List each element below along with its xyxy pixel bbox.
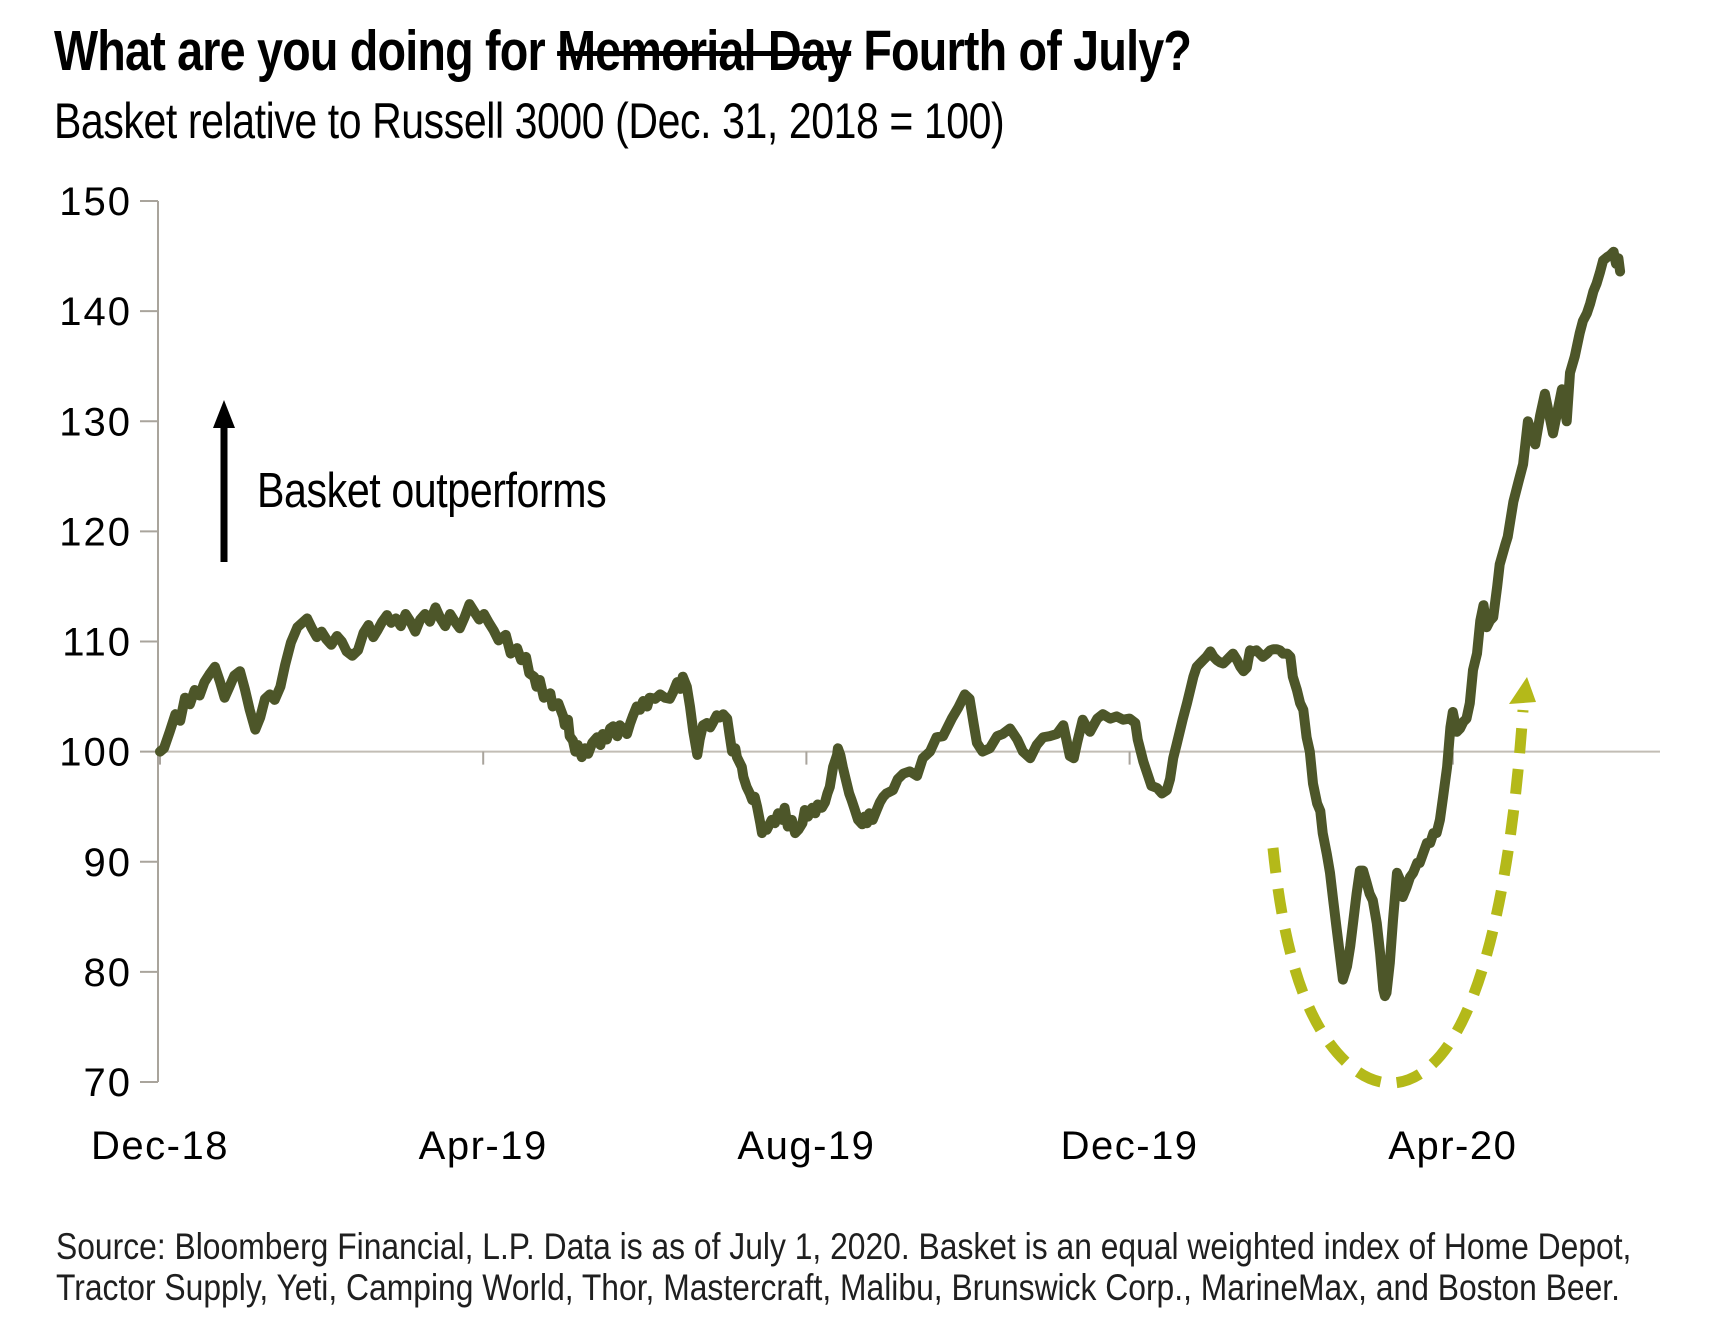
y-tick-label: 110 bbox=[62, 621, 132, 665]
x-tick-label: Dec-18 bbox=[91, 1124, 229, 1168]
annotation-basket-outperforms: Basket outperforms bbox=[257, 464, 607, 518]
basket-series-line bbox=[155, 246, 1626, 1002]
x-tick-label: Apr-19 bbox=[419, 1124, 548, 1168]
y-tick-label: 150 bbox=[59, 180, 132, 224]
title-struck-memorial-day: Memorial Day bbox=[557, 19, 852, 83]
source-line-1: Source: Bloomberg Financial, L.P. Data i… bbox=[56, 1226, 1632, 1267]
outperform-up-arrowhead-icon bbox=[213, 400, 235, 428]
y-tick-label: 140 bbox=[59, 290, 132, 334]
chart-subtitle: Basket relative to Russell 3000 (Dec. 31… bbox=[54, 93, 1005, 149]
x-tick-label: Aug-19 bbox=[737, 1124, 875, 1168]
x-tick-label: Dec-19 bbox=[1061, 1124, 1199, 1168]
x-tick-label: Apr-20 bbox=[1388, 1124, 1517, 1168]
y-tick-label: 90 bbox=[84, 841, 133, 885]
recovery-swoosh-arrow bbox=[1267, 709, 1529, 1089]
source-note: Source: Bloomberg Financial, L.P. Data i… bbox=[56, 1226, 1631, 1308]
y-tick-label: 100 bbox=[59, 731, 132, 775]
source-line-2: Tractor Supply, Yeti, Camping World, Tho… bbox=[56, 1267, 1620, 1308]
y-tick-label: 130 bbox=[59, 400, 132, 444]
title-pre: What are you doing for bbox=[54, 19, 558, 83]
y-tick-label: 70 bbox=[84, 1061, 133, 1105]
y-tick-label: 120 bbox=[59, 510, 132, 554]
y-tick-label: 80 bbox=[84, 951, 133, 995]
page-title: What are you doing for Memorial Day Four… bbox=[54, 18, 1192, 84]
recovery-swoosh-arrowhead-icon bbox=[1509, 677, 1536, 704]
title-post: Fourth of July? bbox=[851, 19, 1192, 83]
